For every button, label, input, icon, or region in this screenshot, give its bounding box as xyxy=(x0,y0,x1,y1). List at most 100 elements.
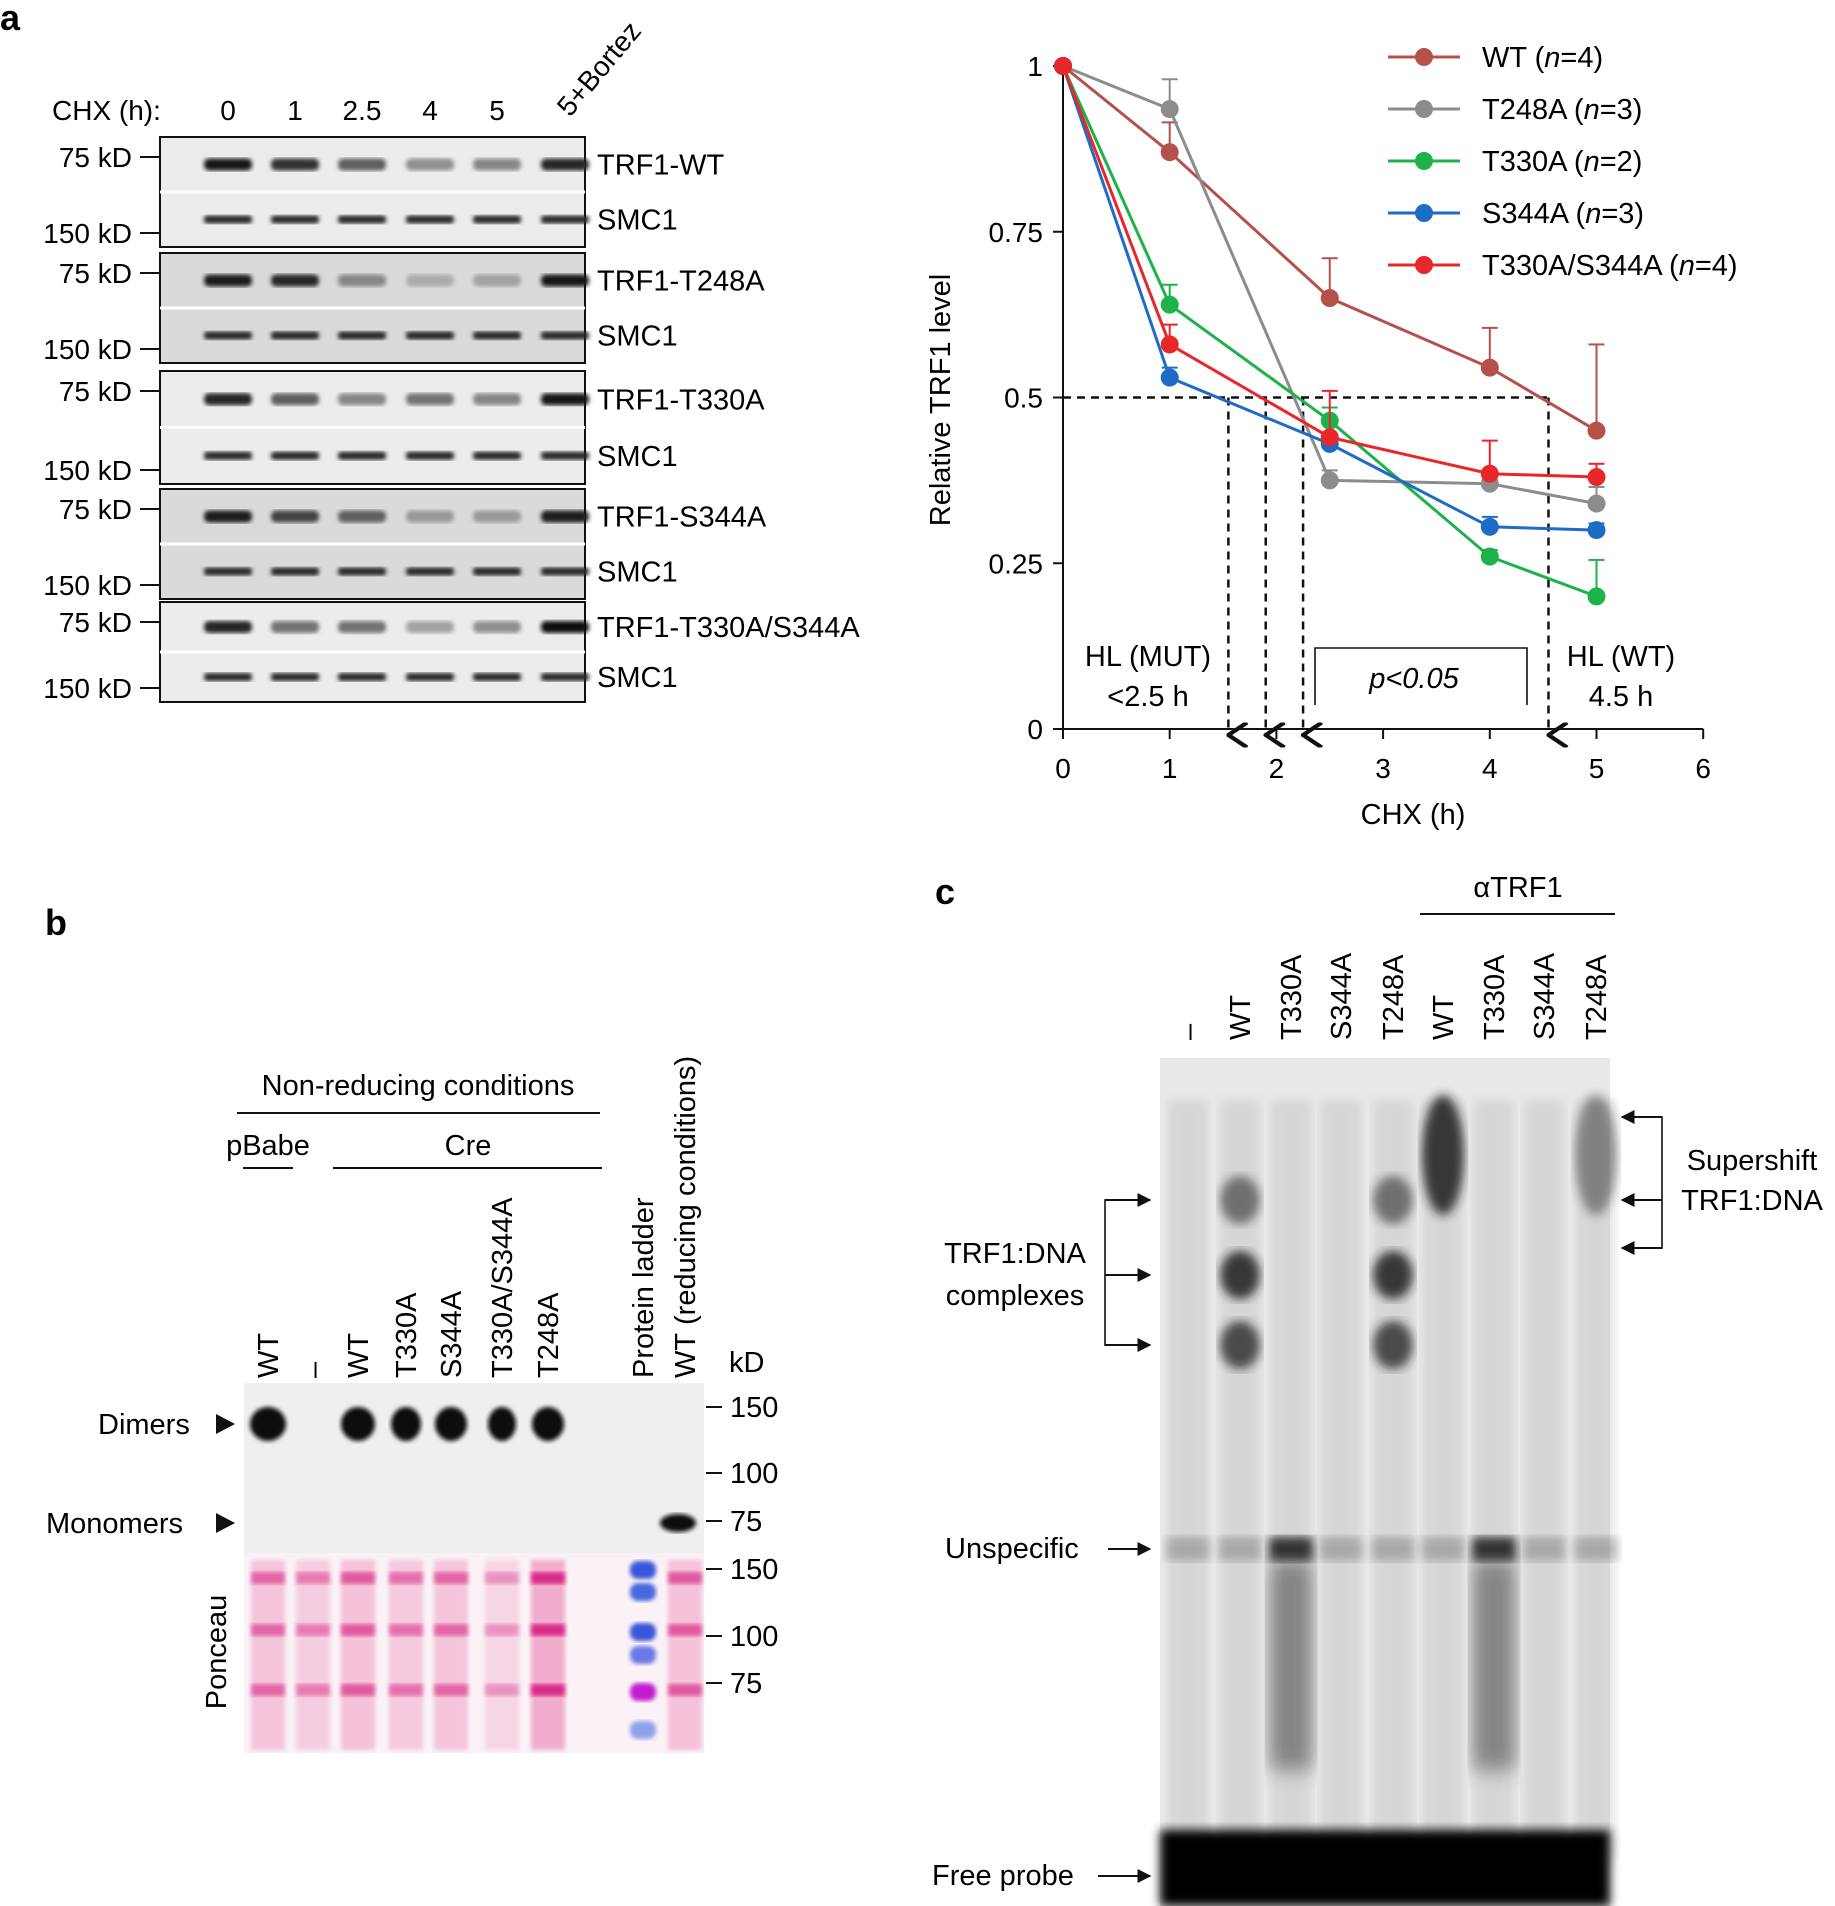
lane-label: Protein ladder xyxy=(628,1197,660,1378)
lane-label: S344A xyxy=(436,1290,468,1378)
ponceau-band xyxy=(531,1572,565,1584)
hl-mut-label: HL (MUT) xyxy=(1085,641,1211,673)
marker-label: 150 kD xyxy=(43,334,132,365)
marker-label: 75 kD xyxy=(59,494,132,525)
target-band xyxy=(204,158,252,171)
panel-b-letter: b xyxy=(45,902,67,943)
x-tick-label: 0 xyxy=(1055,753,1071,784)
pbabe-label: pBabe xyxy=(226,1130,310,1162)
unspecific-band xyxy=(1218,1537,1262,1561)
half-life-guides xyxy=(1063,396,1548,736)
target-label: TRF1-T330A/S344A xyxy=(597,612,860,644)
legend-entry: T330A/S344A (n=4) xyxy=(1388,250,1738,282)
gel-lane xyxy=(1166,1100,1210,1860)
lane-label: S344A xyxy=(1529,952,1561,1040)
loading-band xyxy=(473,451,521,460)
panel-b-kd-markers: 150 100 75 150 100 75 xyxy=(706,1392,778,1700)
protein-ladder xyxy=(630,1561,656,1739)
lane-smear xyxy=(1472,1560,1516,1770)
marker-label: 75 kD xyxy=(59,607,132,638)
non-reducing-header: Non-reducing conditions xyxy=(262,1070,575,1102)
gel-lane xyxy=(1218,1100,1262,1860)
x-tick-label: 1 xyxy=(1162,753,1178,784)
legend-swatch-marker xyxy=(1415,204,1433,222)
ponceau-band xyxy=(668,1684,702,1696)
legend-swatch-marker xyxy=(1415,48,1433,66)
data-point xyxy=(1320,289,1339,308)
gel-lane xyxy=(1421,1100,1465,1860)
dimer-band xyxy=(341,1407,375,1441)
lane-smear xyxy=(1220,1100,1260,1860)
lane-smear xyxy=(1524,1100,1564,1860)
target-label: TRF1-T248A xyxy=(597,266,765,298)
ponceau-smear xyxy=(296,1560,330,1750)
loading-band xyxy=(406,567,454,576)
target-band xyxy=(338,393,386,406)
marker-label: 150 kD xyxy=(43,455,132,486)
data-point xyxy=(1480,358,1499,377)
lane-label: T330A xyxy=(391,1292,423,1378)
data-point xyxy=(1480,547,1499,566)
loading-band xyxy=(271,567,319,576)
lane-label: – xyxy=(298,1361,330,1378)
target-band xyxy=(338,158,386,171)
kd-label: 150 xyxy=(730,1392,778,1424)
lane-label: WT xyxy=(670,1333,702,1378)
gel-lane xyxy=(1319,1100,1363,1860)
data-point xyxy=(1320,471,1339,490)
kd-label: 75 xyxy=(730,1506,762,1538)
ponceau-smear xyxy=(485,1560,519,1750)
free-probe-label: Free probe xyxy=(932,1860,1074,1892)
lane-label: WT xyxy=(343,1333,375,1378)
lane-label: T330A/S344A xyxy=(487,1197,519,1378)
legend-entry: WT (n=4) xyxy=(1388,42,1603,74)
target-band xyxy=(338,274,386,287)
target-band xyxy=(271,393,319,406)
loading-band xyxy=(271,215,319,224)
ponceau-lane xyxy=(389,1560,423,1750)
lane-smear xyxy=(1321,1100,1361,1860)
ponceau-band xyxy=(251,1572,285,1584)
ponceau-band xyxy=(434,1572,468,1584)
loading-band xyxy=(204,673,252,681)
blot-blocks: 75 kD 150 kD TRF1-WT SMC1 75 kD 150 kD TRF1-T2… xyxy=(43,136,860,704)
chx-label: CHX (h): xyxy=(52,95,161,126)
loading-band xyxy=(204,451,252,460)
data-point xyxy=(1587,468,1606,487)
panel-c-letter: c xyxy=(935,871,955,912)
loading-band xyxy=(204,215,252,224)
marker-label: 150 kD xyxy=(43,673,132,704)
supershift-label-line1: Supershift xyxy=(1687,1145,1818,1177)
data-point xyxy=(1320,428,1339,447)
target-band xyxy=(406,393,454,406)
panel-a-letter: a xyxy=(0,0,21,38)
target-band xyxy=(338,621,386,633)
chart-legend: WT (n=4) T248A (n=3) T330A (n=2) S344A (n=3… xyxy=(1388,42,1738,282)
lane-label: T330A xyxy=(1276,954,1308,1040)
series-t330a xyxy=(1054,57,1606,606)
target-band xyxy=(473,510,521,523)
lane-smear xyxy=(1423,1100,1463,1860)
ponceau-band xyxy=(341,1572,375,1584)
kd-label: 100 xyxy=(730,1458,778,1490)
legend-label: T248A (n=3) xyxy=(1482,94,1642,126)
supershift-label-line2: TRF1:DNA xyxy=(1681,1185,1823,1217)
ponceau-smear xyxy=(531,1560,565,1750)
ponceau-band xyxy=(531,1684,565,1696)
lane-label: S344A xyxy=(1326,952,1358,1040)
loading-band xyxy=(204,567,252,576)
legend-swatch-marker xyxy=(1415,256,1433,274)
supershift-bracket xyxy=(1648,1116,1663,1249)
half-life-chart: 0 1 2 3 4 5 6 0 0.25 0.5 0.75 1 Relative TRF1 level… xyxy=(925,42,1738,831)
ponceau-lanes xyxy=(251,1560,702,1750)
loading-band xyxy=(406,451,454,460)
blot-block: 75 kD 150 kD TRF1-T330A SMC1 xyxy=(43,370,765,486)
marker-label: 75 kD xyxy=(59,258,132,289)
data-point xyxy=(1160,100,1179,119)
complexes-label-line2: complexes xyxy=(946,1280,1085,1312)
ladder-band xyxy=(630,1623,656,1641)
ponceau-smear xyxy=(389,1560,423,1750)
x-tick-label: 6 xyxy=(1695,753,1711,784)
monomer-band xyxy=(660,1514,696,1532)
